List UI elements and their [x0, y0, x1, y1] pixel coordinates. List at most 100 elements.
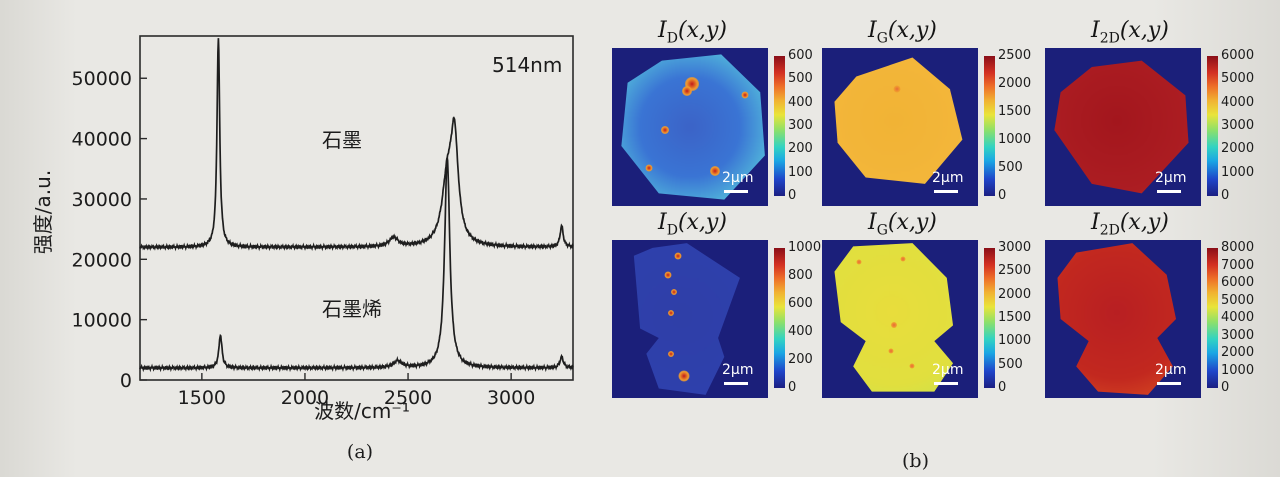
map-title-subscript: G — [876, 30, 888, 47]
hot-spot — [668, 350, 675, 357]
colorbar-tick-label: 400 — [788, 324, 813, 339]
scale-bar-label: 2μm — [1155, 362, 1187, 378]
spectrum-line-graphite — [139, 38, 574, 252]
hot-spot — [909, 363, 915, 369]
colorbar-tick-label: 3000 — [1221, 327, 1255, 343]
colorbar — [774, 56, 785, 196]
intensity-map-image: 2μm — [1045, 48, 1201, 206]
map-title-symbol: I — [658, 18, 667, 43]
colorbar-tick-label: 600 — [788, 296, 813, 311]
hot-spot — [856, 259, 862, 265]
colorbar-tick-label: 5000 — [1221, 71, 1255, 87]
map-title-args: (x,y) — [677, 18, 727, 43]
scale-bar — [934, 190, 958, 193]
hot-spot — [664, 271, 672, 279]
raman-spectrum-chart: 0 10000 20000 30000 40000 50000 1500 2000 2500 3… — [31, 35, 574, 463]
map-title-subscript: G — [876, 222, 888, 239]
map-title: IG(x,y) — [868, 18, 937, 46]
colorbar-tick-label: 0 — [1221, 380, 1230, 395]
colorbar-tick-label: 1000 — [1221, 164, 1255, 180]
map-title: I2D(x,y) — [1091, 18, 1169, 46]
colorbar-tick-label: 0 — [788, 188, 797, 203]
scale-bar — [1157, 382, 1181, 385]
map-title-args: (x,y) — [677, 210, 727, 235]
y-axis-title: 强度/a.u. — [31, 170, 55, 254]
plot-frame — [139, 35, 574, 381]
colorbar-tick-label: 200 — [788, 141, 813, 157]
graphite-label: 石墨 — [322, 128, 362, 152]
y-tick-label: 40000 — [72, 129, 132, 151]
y-ticks: 0 10000 20000 30000 40000 50000 — [72, 68, 147, 392]
graphene-label: 石墨烯 — [322, 297, 382, 321]
colorbar-tick-label: 1000 — [1221, 362, 1255, 378]
hot-spot — [678, 370, 690, 382]
y-tick-label: 0 — [120, 370, 132, 392]
colorbar-tick-label: 7000 — [1221, 257, 1255, 273]
hot-spot — [900, 256, 906, 262]
y-tick-label: 20000 — [72, 249, 132, 271]
x-axis-title: 波数/cm⁻¹ — [314, 399, 410, 423]
scale-bar — [724, 382, 748, 385]
map-title-args: (x,y) — [1119, 18, 1169, 43]
intensity-map-image: 2μm — [612, 240, 768, 398]
hot-spot — [671, 289, 678, 296]
colorbar-tick-label: 3000 — [1221, 118, 1255, 133]
y-tick-label: 30000 — [72, 189, 132, 211]
colorbar-tick-label: 500 — [998, 160, 1023, 175]
colorbar-tick-label: 2000 — [998, 286, 1032, 302]
hot-spot — [674, 252, 682, 260]
colorbar-tick-label: 1000 — [998, 333, 1032, 349]
map-title-symbol: I — [868, 210, 877, 235]
colorbar-tick-label: 800 — [788, 268, 813, 283]
map-ig-bottom: IG(x,y) 2μm 3000 2500 2000 1500 1000 500 0 — [822, 210, 1038, 398]
flake-shape — [834, 243, 954, 392]
colorbar-tick-label: 6000 — [1221, 275, 1255, 290]
colorbar-tick-label: 0 — [998, 380, 1007, 395]
scale-bar-label: 2μm — [932, 362, 964, 378]
intensity-map-image: 2μm — [1045, 240, 1201, 398]
x-tick-label: 2000 — [281, 387, 329, 409]
map-title-args: (x,y) — [887, 210, 937, 235]
hot-spot — [741, 91, 749, 99]
intensity-map-image: 2μm — [822, 48, 978, 206]
map-title-args: (x,y) — [1119, 210, 1169, 235]
map-title-subscript: 2D — [1099, 30, 1120, 47]
map-title-symbol: I — [1091, 210, 1100, 235]
scale-bar — [934, 382, 958, 385]
colorbar-tick-label: 600 — [788, 48, 813, 63]
panel-b-label: (b) — [902, 450, 929, 472]
x-tick-label: 2500 — [384, 387, 432, 409]
hot-spot — [888, 348, 894, 354]
map-title: ID(x,y) — [658, 18, 727, 46]
colorbar-tick-label: 4000 — [1221, 310, 1255, 325]
colorbar — [774, 248, 785, 388]
map-title-subscript: D — [666, 222, 678, 239]
colorbar — [984, 248, 995, 388]
map-i2d-bottom: I2D(x,y) 2μm 8000 7000 6000 5000 4000 3000 2000 1… — [1045, 210, 1261, 398]
colorbar-tick-label: 500 — [788, 71, 813, 87]
wavelength-annotation: 514nm — [492, 53, 562, 77]
colorbar-tick-label: 2500 — [998, 263, 1032, 279]
y-tick-label: 50000 — [72, 68, 132, 90]
spectrum-series — [139, 38, 574, 373]
colorbar — [1207, 56, 1218, 196]
colorbar-tick-label: 5000 — [1221, 292, 1255, 308]
scale-bar-label: 2μm — [932, 170, 964, 186]
hot-spot — [661, 126, 670, 135]
y-tick-label: 10000 — [72, 310, 132, 332]
colorbar-tick-label: 2500 — [998, 48, 1032, 63]
scale-bar-label: 2μm — [1155, 170, 1187, 186]
colorbar-tick-label: 400 — [788, 94, 813, 110]
hot-spot — [645, 164, 653, 172]
scale-bar — [1157, 190, 1181, 193]
colorbar-tick-label: 100 — [788, 164, 813, 180]
map-title-subscript: D — [666, 30, 678, 47]
map-title-symbol: I — [868, 18, 877, 43]
scale-bar — [724, 190, 748, 193]
map-id-bottom: ID(x,y) 2μm 1000 800 600 400 200 0 — [612, 210, 828, 398]
hot-spot — [893, 85, 901, 93]
colorbar-tick-label: 200 — [788, 352, 813, 367]
hot-spot — [681, 85, 692, 96]
colorbar-tick-label: 8000 — [1221, 240, 1255, 255]
intensity-map-image: 2μm — [612, 48, 768, 206]
